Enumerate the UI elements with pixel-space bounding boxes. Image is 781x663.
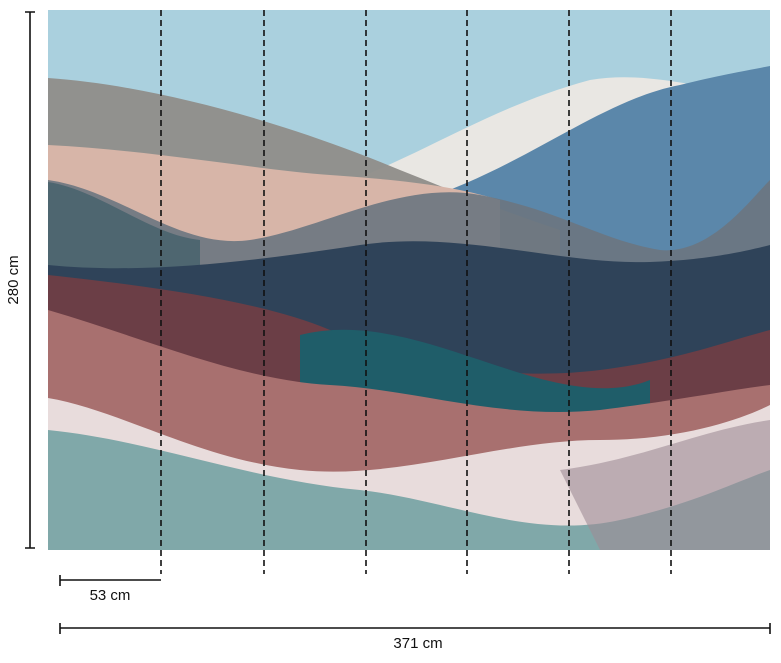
height-label: 280 cm	[5, 255, 22, 304]
height-dimension: 280 cm	[5, 11, 35, 549]
width-dimension: 371 cm	[59, 623, 771, 652]
dimension-line	[25, 11, 35, 549]
panel-dimension: 53 cm	[59, 575, 161, 604]
wallpaper-artwork	[48, 10, 770, 550]
total-width-label: 371 cm	[393, 635, 442, 652]
panel-seams	[160, 10, 672, 574]
dimension-line	[59, 623, 771, 634]
panel-width-label: 53 cm	[90, 587, 131, 604]
dimension-line	[59, 575, 161, 586]
